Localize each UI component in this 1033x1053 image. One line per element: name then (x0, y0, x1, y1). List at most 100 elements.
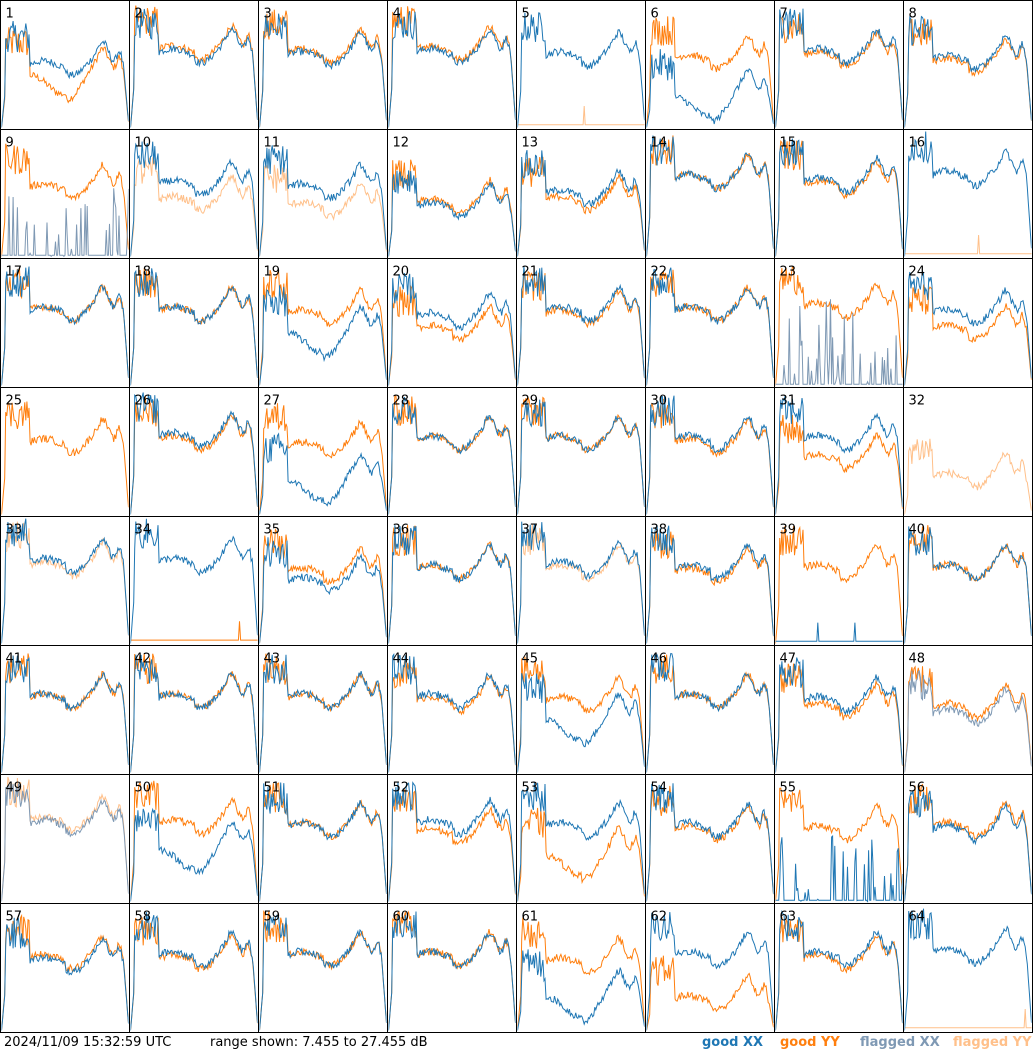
series-xx-good (517, 782, 645, 902)
panel-label: 24 (909, 265, 926, 280)
panel-label: 25 (6, 394, 23, 409)
series-xx-good (775, 622, 903, 642)
panel-58: 58 (129, 903, 259, 1033)
legend-pol: YY (1012, 1035, 1032, 1050)
panel-51: 51 (258, 774, 388, 904)
series-yy-good (775, 525, 903, 644)
panel-39: 39 (774, 516, 904, 646)
series-xx-good (388, 396, 516, 515)
panel-label: 45 (522, 652, 539, 667)
panel-label: 35 (264, 523, 281, 538)
panel-3: 3 (258, 0, 388, 130)
series-xx-good (646, 49, 774, 128)
series-xx-good (775, 396, 903, 515)
series-xx-good (517, 266, 645, 386)
panel-label: 7 (780, 7, 788, 22)
series-xx-good (259, 285, 387, 386)
panel-31: 31 (774, 387, 904, 517)
series-xx-good (904, 269, 1032, 386)
panel-64: 64 (903, 903, 1033, 1033)
panel-18: 18 (129, 258, 259, 388)
panel-label: 16 (909, 136, 926, 151)
series-yy-good (775, 663, 903, 773)
series-xx-good (646, 267, 774, 386)
series-xx-good (517, 949, 645, 1031)
panel-label: 14 (651, 136, 668, 151)
legend-flagged-xx: flagged XX (860, 1035, 940, 1050)
panel-label: 32 (909, 394, 926, 409)
series-xx-good (388, 11, 516, 128)
legend-prefix: flagged (860, 1035, 920, 1050)
series-xx-good (775, 8, 903, 128)
panel-frame (129, 516, 259, 646)
series-xx-good (517, 149, 645, 257)
series-xx-good (646, 525, 774, 644)
panel-frame (774, 258, 904, 388)
panel-46: 46 (645, 645, 775, 775)
panel-38: 38 (645, 516, 775, 646)
series-yy-good (259, 403, 387, 515)
panel-40: 40 (903, 516, 1033, 646)
panel-label: 26 (135, 394, 152, 409)
legend-prefix: good (780, 1035, 821, 1050)
series-xx-good (130, 807, 258, 902)
series-yy-good (775, 414, 903, 515)
series-yy-good (130, 396, 258, 515)
series-yy-good (646, 955, 774, 1031)
panel-53: 53 (516, 774, 646, 904)
series-yy-good (259, 782, 387, 902)
panel-label: 47 (780, 652, 797, 667)
panel-52: 52 (387, 774, 517, 904)
panel-22: 22 (645, 258, 775, 388)
series-xx-good (1, 21, 129, 128)
panel-12: 12 (387, 129, 517, 259)
panel-47: 47 (774, 645, 904, 775)
panel-label: 64 (909, 910, 926, 925)
series-xx-good (1, 518, 129, 644)
panel-frame (129, 129, 259, 259)
series-xx-good (1, 917, 129, 1031)
panel-label: 56 (909, 781, 926, 796)
panel-62: 62 (645, 903, 775, 1033)
panel-label: 29 (522, 394, 539, 409)
series-yy-good (517, 156, 645, 257)
series-xx-good (775, 657, 903, 773)
panel-label: 63 (780, 910, 797, 925)
panel-label: 59 (264, 910, 281, 925)
panel-label: 11 (264, 136, 281, 151)
panel-frame (903, 774, 1033, 904)
panel-34: 34 (129, 516, 259, 646)
panel-27: 27 (258, 387, 388, 517)
series-xx-good (130, 518, 258, 644)
panel-label: 9 (6, 136, 14, 151)
panel-label: 19 (264, 265, 281, 280)
panel-14: 14 (645, 129, 775, 259)
series-xx-good (775, 834, 903, 903)
timestamp: 2024/11/09 15:32:59 UTC (4, 1035, 172, 1050)
series-xx-good (1, 266, 129, 386)
series-yy-good (259, 269, 387, 386)
panel-7: 7 (774, 0, 904, 130)
panel-33: 33 (0, 516, 130, 646)
panel-label: 37 (522, 523, 539, 538)
series-xx-good (259, 145, 387, 257)
series-yy-flagged (904, 1008, 1032, 1029)
panel-label: 51 (264, 781, 281, 796)
panel-8: 8 (903, 0, 1033, 130)
series-xx-good (388, 911, 516, 1031)
panel-label: 1 (6, 7, 14, 22)
panel-10: 10 (129, 129, 259, 259)
panel-26: 26 (129, 387, 259, 517)
panel-11: 11 (258, 129, 388, 259)
panel-label: 38 (651, 523, 668, 538)
panel-label: 13 (522, 136, 539, 151)
series-yy-good (517, 807, 645, 902)
panel-label: 40 (909, 523, 926, 538)
series-yy-good (904, 783, 1032, 902)
panel-frame (645, 903, 775, 1033)
panel-16: 16 (903, 129, 1033, 259)
series-xx-good (259, 537, 387, 644)
panel-17: 17 (0, 258, 130, 388)
panel-13: 13 (516, 129, 646, 259)
series-xx-good (517, 521, 645, 644)
